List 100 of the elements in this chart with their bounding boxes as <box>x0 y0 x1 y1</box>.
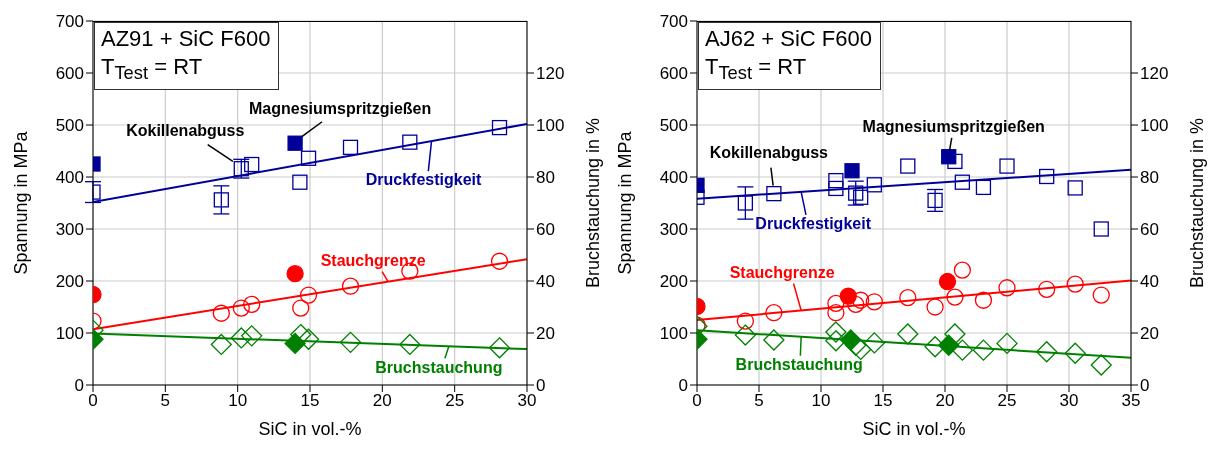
point <box>996 332 1018 355</box>
point <box>402 134 418 150</box>
chart-title: AZ91 + SiC F600 <box>101 25 271 53</box>
y2-tick-label: 40 <box>536 272 555 292</box>
y2-tick-label: 100 <box>536 116 565 136</box>
point <box>927 192 943 209</box>
point <box>1039 168 1055 185</box>
x-tick-label: 0 <box>692 391 702 411</box>
point <box>765 304 783 322</box>
point <box>244 156 260 173</box>
point <box>926 298 944 316</box>
point <box>1092 286 1110 304</box>
point <box>897 323 919 345</box>
point <box>947 153 963 170</box>
x-tick-label: 10 <box>228 391 248 411</box>
point <box>491 119 508 136</box>
point <box>341 277 360 295</box>
point <box>944 323 966 345</box>
point <box>213 192 229 208</box>
y-tick-label: 400 <box>55 168 84 188</box>
y-tick-label: 200 <box>55 272 84 292</box>
point <box>938 334 960 356</box>
point <box>999 158 1015 174</box>
y2-axis-title: Bruchstauchung in % <box>1186 117 1207 289</box>
point <box>1066 275 1084 293</box>
point <box>972 339 995 361</box>
y-tick-label: 300 <box>659 220 688 240</box>
point <box>946 288 964 306</box>
point <box>299 286 318 304</box>
y2-tick-label: 120 <box>1140 64 1169 84</box>
point <box>998 279 1016 297</box>
point <box>825 321 847 343</box>
text: T$_{Test}$ = RT <box>101 53 204 86</box>
point <box>827 304 845 322</box>
point <box>827 294 845 313</box>
x-tick-label: 35 <box>1121 391 1141 411</box>
y-tick-label: 0 <box>74 376 84 396</box>
point <box>736 312 755 330</box>
point <box>737 195 754 211</box>
point <box>853 189 869 205</box>
point <box>1093 221 1109 237</box>
y2-axis-title: Bruchstauchung in % <box>582 117 603 289</box>
x-tick-label: 25 <box>997 391 1017 411</box>
point <box>863 332 885 354</box>
point <box>1036 341 1058 363</box>
point <box>766 185 782 202</box>
y-axis-title: Spannung in MPa <box>11 130 32 275</box>
x-tick-label: 15 <box>873 391 893 411</box>
y-tick-label: 700 <box>55 12 84 32</box>
point <box>974 291 993 309</box>
chart-title: AJ62 + SiC F600 <box>705 25 872 53</box>
legend-label: Druckfestigkeit <box>365 171 482 189</box>
y2-tick-label: 0 <box>1140 376 1150 396</box>
point <box>1064 342 1086 364</box>
x-tick-label: 30 <box>1059 391 1079 411</box>
y-tick-label: 500 <box>659 116 688 136</box>
series-label: Stauchgrenze <box>729 263 835 281</box>
point <box>342 139 359 156</box>
y-tick-label: 400 <box>659 168 688 188</box>
legend-label: Bruchstauchung <box>375 358 503 376</box>
series-label: Stauchgrenze <box>320 251 426 269</box>
text: T$_{Test}$ = RT <box>705 53 808 86</box>
point <box>734 324 757 346</box>
point <box>865 293 883 311</box>
annotation: Kokillenabguss <box>126 121 245 139</box>
annotation: Magnesiumspritzgießen <box>248 100 432 118</box>
point <box>852 291 870 309</box>
point <box>1067 180 1083 196</box>
y2-tick-label: 40 <box>1140 272 1159 292</box>
x-tick-label: 5 <box>160 391 171 411</box>
x-axis-title: SiC in vol.-% <box>258 419 362 439</box>
y-tick-label: 600 <box>659 64 688 84</box>
point <box>847 295 865 314</box>
y2-tick-label: 100 <box>1140 116 1169 136</box>
point <box>839 287 857 305</box>
point <box>828 172 844 189</box>
point <box>899 288 917 307</box>
y2-tick-label: 60 <box>1140 220 1159 240</box>
point <box>941 149 957 165</box>
point <box>292 299 310 317</box>
point <box>292 174 308 190</box>
y2-tick-label: 80 <box>536 168 555 188</box>
y-tick-label: 600 <box>55 64 84 84</box>
x-tick-label: 20 <box>935 391 955 411</box>
point <box>212 304 230 322</box>
y2-tick-label: 0 <box>536 376 546 396</box>
point <box>951 339 974 361</box>
point <box>938 272 957 291</box>
point <box>953 261 972 279</box>
x-tick-label: 25 <box>445 391 465 411</box>
point <box>848 185 864 201</box>
y-tick-label: 300 <box>55 220 84 240</box>
x-tick-label: 10 <box>811 391 831 411</box>
point <box>1038 280 1056 298</box>
point <box>828 180 844 197</box>
legend-label: Bruchstauchung <box>735 355 863 373</box>
point <box>900 158 916 174</box>
point <box>232 299 250 317</box>
x-tick-label: 5 <box>754 391 764 411</box>
y2-tick-label: 20 <box>536 324 555 344</box>
